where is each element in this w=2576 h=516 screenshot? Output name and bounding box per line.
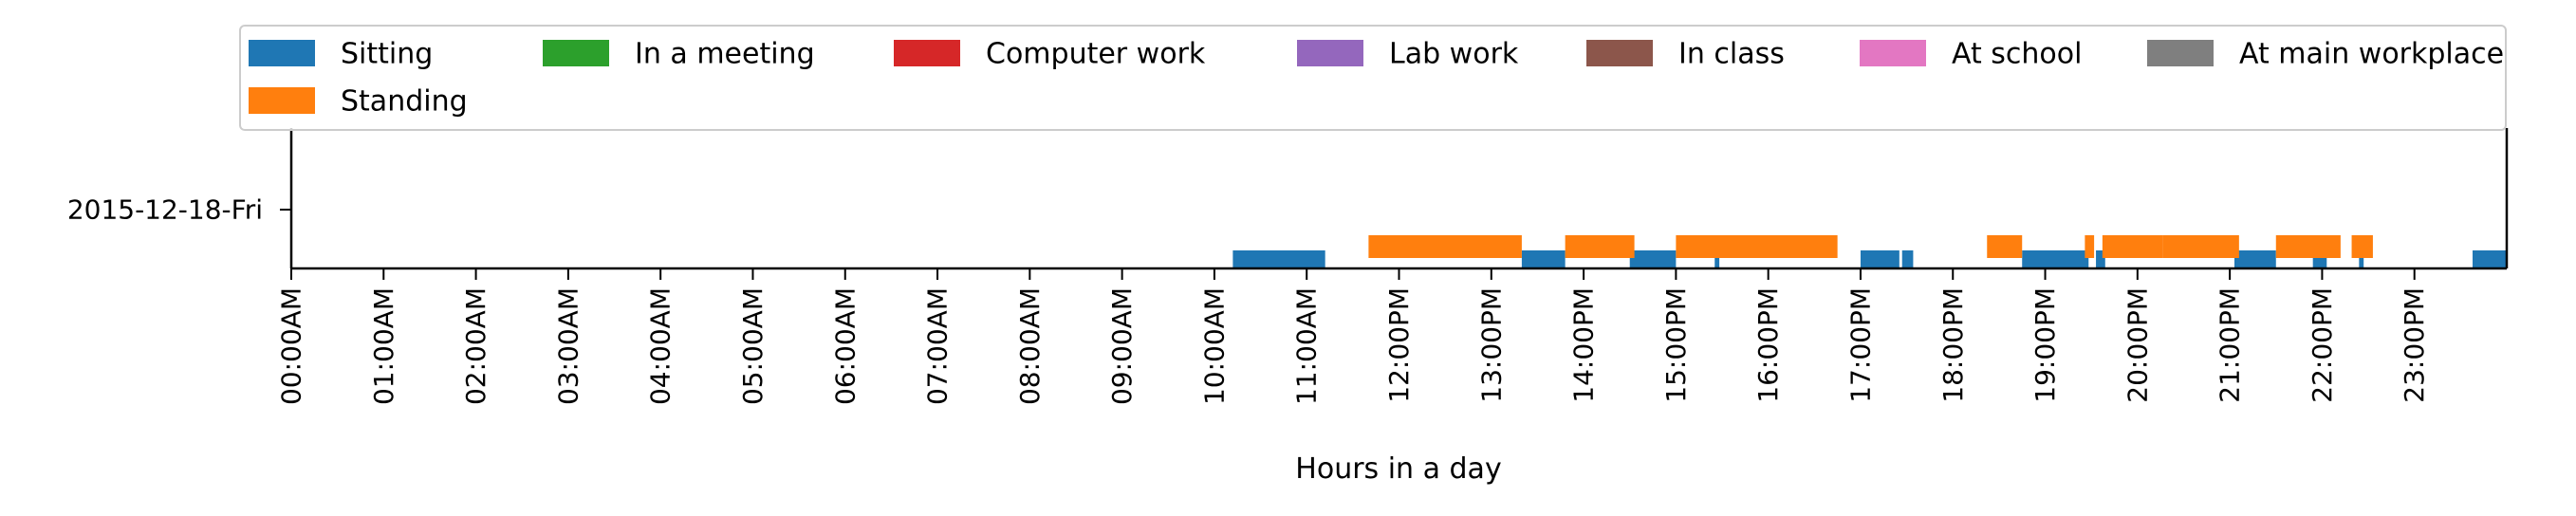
legend-label: In a meeting [635, 38, 815, 71]
bars-layer [1232, 235, 2507, 268]
legend-swatch-at-main-workplace [2147, 40, 2214, 66]
bar-sitting [2022, 250, 2089, 268]
legend-label: Lab work [1389, 38, 1519, 71]
x-tick-label: 16:00PM [1752, 287, 1784, 403]
x-tick-label: 18:00PM [1937, 287, 1969, 403]
x-tick-label: 11:00AM [1291, 287, 1323, 405]
bar-standing [2351, 235, 2373, 258]
x-ticks: 00:00AM 01:00AM 02:00AM 03:00AM 04:00AM 05:00… [276, 268, 2430, 405]
legend-label: At main workplace [2239, 38, 2504, 71]
bar-standing [2102, 235, 2163, 258]
x-tick-label: 05:00AM [737, 287, 769, 405]
legend-label: Standing [341, 85, 468, 119]
legend-label: In class [1678, 38, 1785, 71]
bar-sitting [2096, 250, 2105, 268]
x-tick-label: 17:00PM [1844, 287, 1876, 403]
legend-swatch-sitting [249, 40, 315, 66]
bar-sitting [1629, 250, 1677, 268]
x-tick-label: 10:00AM [1198, 287, 1230, 405]
x-tick-label: 01:00AM [368, 287, 399, 405]
bar-standing [1565, 235, 1635, 258]
x-tick-label: 03:00AM [552, 287, 584, 405]
bar-sitting [2359, 250, 2364, 268]
legend-label: At school [1952, 38, 2082, 71]
x-tick-label: 04:00AM [645, 287, 676, 405]
legend-label: Computer work [986, 38, 1206, 71]
x-tick-label: 00:00AM [276, 287, 307, 405]
bar-sitting [1860, 250, 1900, 268]
x-tick-label: 15:00PM [1660, 287, 1692, 403]
x-tick-label: 22:00PM [2307, 287, 2338, 403]
x-tick-label: 12:00PM [1383, 287, 1415, 403]
legend-frame [239, 25, 2507, 131]
bar-standing [1368, 235, 1522, 258]
x-tick-label: 08:00AM [1014, 287, 1046, 405]
bar-sitting [2473, 250, 2507, 268]
legend-swatch-at-school [1860, 40, 1926, 66]
bar-standing [2162, 235, 2239, 258]
x-tick-label: 13:00PM [1475, 287, 1507, 403]
bar-sitting [1901, 250, 1914, 268]
x-tick-label: 02:00AM [460, 287, 491, 405]
x-axis-title: Hours in a day [1295, 452, 1501, 486]
x-tick-label: 07:00AM [922, 287, 954, 405]
legend-swatch-in-a-meeting [543, 40, 609, 66]
x-tick-label: 14:00PM [1568, 287, 1600, 403]
y-tick-label: 2015-12-18-Fri [67, 194, 263, 226]
legend-swatch-standing [249, 87, 315, 114]
legend-swatch-in-class [1586, 40, 1653, 66]
x-tick-label: 23:00PM [2399, 287, 2430, 403]
x-tick-label: 19:00PM [2029, 287, 2061, 403]
bar-sitting [1521, 250, 1566, 268]
bar-sitting [1714, 250, 1720, 268]
bar-sitting [2233, 250, 2276, 268]
bar-sitting [1232, 250, 1325, 268]
y-ticks: 2015-12-18-Fri [67, 194, 291, 226]
x-tick-label: 21:00PM [2215, 287, 2246, 403]
bar-standing [1676, 235, 1838, 258]
legend-swatch-lab-work [1297, 40, 1363, 66]
x-tick-label: 09:00AM [1106, 287, 1138, 405]
legend-label: Sitting [341, 38, 433, 71]
bar-standing [2275, 235, 2341, 258]
bar-standing [2085, 235, 2095, 258]
bar-standing [1987, 235, 2023, 258]
x-tick-label: 20:00PM [2122, 287, 2153, 403]
x-tick-label: 06:00AM [829, 287, 861, 405]
legend: Sitting Standing In a meeting Computer work… [239, 25, 2507, 131]
legend-swatch-computer-work [894, 40, 960, 66]
